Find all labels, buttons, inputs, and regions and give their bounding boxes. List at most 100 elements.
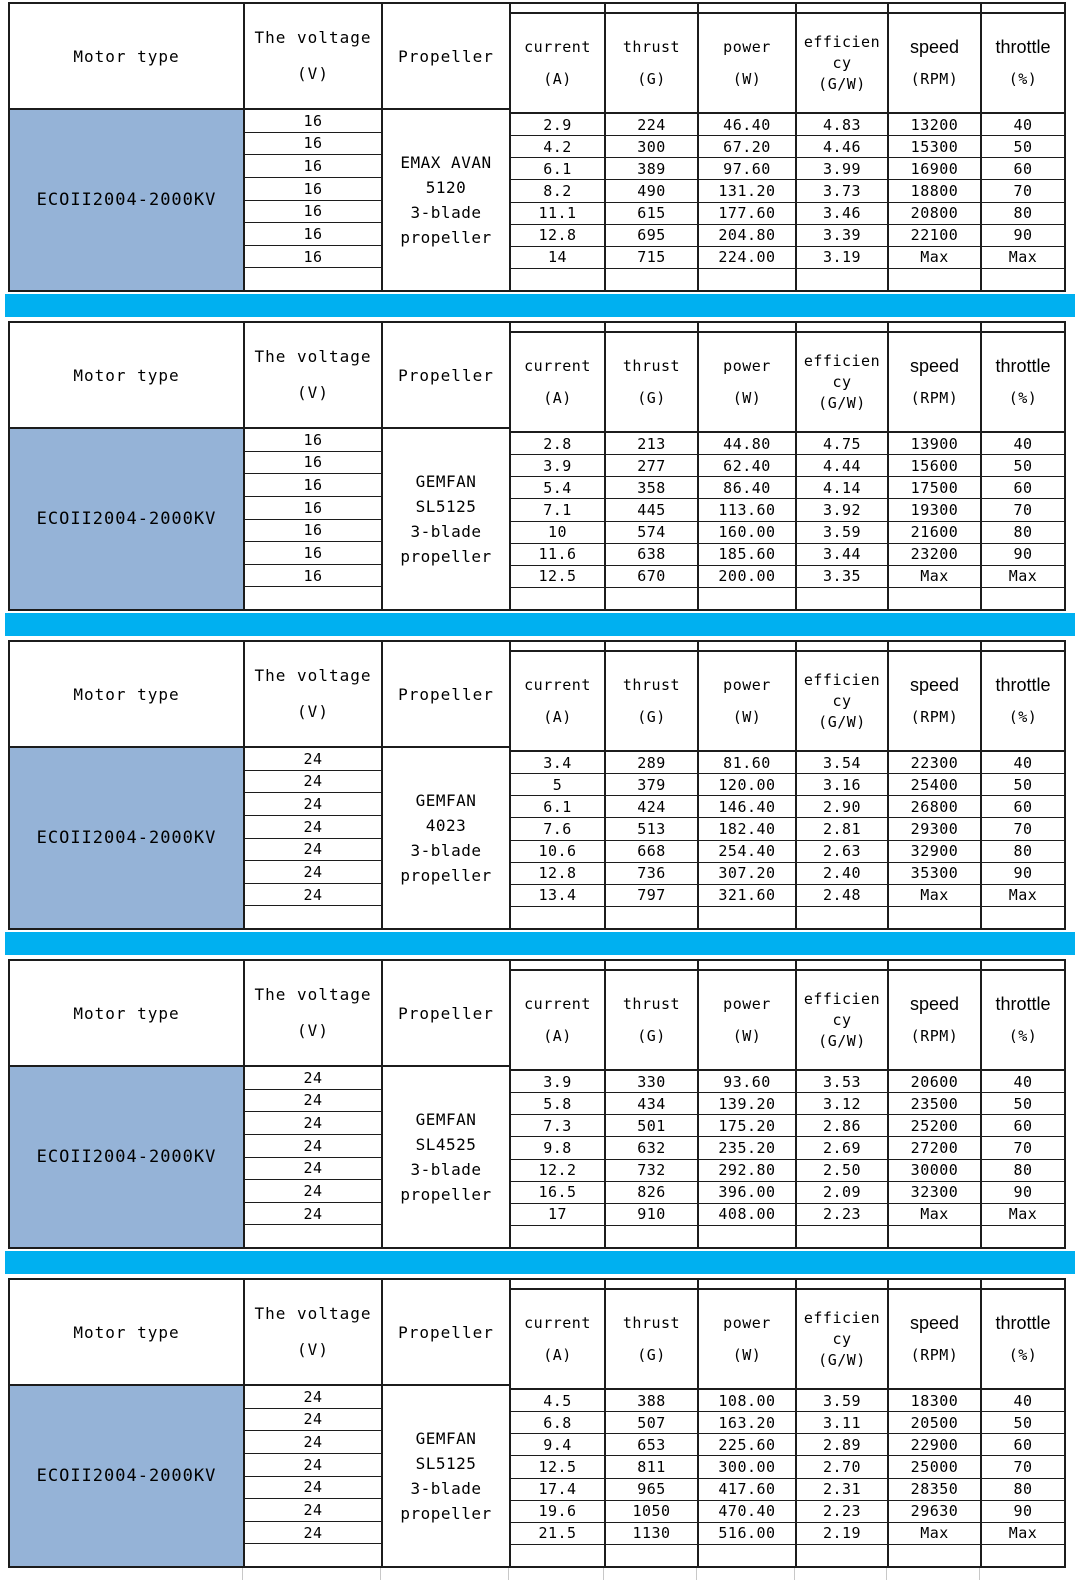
column-current: current (A) 2.9 4.2 6.1 8.2 11.1 12.8 14 bbox=[511, 4, 606, 290]
data-cell-power: 235.20 bbox=[699, 1137, 795, 1160]
data-cell-current: 12.5 bbox=[511, 566, 604, 588]
column-motor-type: Motor type ECOII2004-2000KV bbox=[10, 961, 245, 1247]
data-cell-throttle: 90 bbox=[982, 225, 1064, 247]
empty-cell bbox=[797, 588, 887, 609]
header-current-line: current bbox=[524, 357, 591, 375]
header-current: current (A) bbox=[511, 971, 604, 1071]
data-cell-current: 7.6 bbox=[511, 818, 604, 841]
empty-cell bbox=[511, 588, 604, 609]
data-cell-efficiency: 2.23 bbox=[797, 1501, 887, 1523]
data-cell-throttle: Max bbox=[982, 1523, 1064, 1545]
header-efficiency-line: cy bbox=[832, 1329, 852, 1348]
header-thrust: thrust (G) bbox=[606, 333, 697, 433]
data-cell-efficiency: 3.11 bbox=[797, 1412, 887, 1435]
header-propeller: Propeller bbox=[383, 961, 509, 1067]
data-cell-current: 8.2 bbox=[511, 180, 604, 203]
empty-cell bbox=[797, 907, 887, 928]
empty-cell bbox=[699, 1226, 795, 1247]
header-current-line: current bbox=[524, 38, 591, 56]
header-top-strip bbox=[606, 1280, 697, 1290]
header-voltage-line: (V) bbox=[297, 702, 329, 721]
propeller-name-line: 3-blade bbox=[410, 1479, 482, 1498]
data-cell-thrust: 826 bbox=[606, 1182, 697, 1204]
data-cell-speed: 19300 bbox=[889, 499, 980, 522]
data-cell-power: 131.20 bbox=[699, 180, 795, 203]
data-cell-speed: 15600 bbox=[889, 455, 980, 478]
data-cell-power: 396.00 bbox=[699, 1182, 795, 1204]
data-cell-thrust: 358 bbox=[606, 477, 697, 500]
data-cell-power: 160.00 bbox=[699, 522, 795, 544]
empty-cell bbox=[245, 587, 381, 609]
header-top-strip bbox=[511, 1280, 604, 1290]
data-cell-current: 16.5 bbox=[511, 1182, 604, 1204]
data-cell-current: 9.4 bbox=[511, 1434, 604, 1457]
data-cell-current: 14 bbox=[511, 247, 604, 269]
data-cell-throttle: 70 bbox=[982, 818, 1064, 841]
empty-cell bbox=[889, 588, 980, 609]
data-cell-power: 408.00 bbox=[699, 1204, 795, 1226]
data-cell-efficiency: 4.14 bbox=[797, 477, 887, 500]
data-cell-efficiency: 2.86 bbox=[797, 1115, 887, 1138]
data-cell-thrust: 695 bbox=[606, 225, 697, 247]
header-current-line: (A) bbox=[543, 708, 572, 726]
data-cell-efficiency: 3.99 bbox=[797, 158, 887, 181]
column-power: power (W) 93.60 139.20 175.20 235.20 292.80 396… bbox=[699, 961, 797, 1247]
voltage-cell: 16 bbox=[245, 201, 381, 224]
data-cell-speed: 22900 bbox=[889, 1434, 980, 1457]
data-cell-speed: 18300 bbox=[889, 1390, 980, 1413]
header-current-line: current bbox=[524, 995, 591, 1013]
data-cell-current: 3.9 bbox=[511, 455, 604, 478]
propeller-name-line: propeller bbox=[400, 1504, 492, 1523]
data-cell-thrust: 965 bbox=[606, 1479, 697, 1501]
voltage-cell: 16 bbox=[245, 474, 381, 497]
propeller-name-cell: GEMFAN SL5125 3-blade propeller bbox=[383, 429, 509, 609]
header-top-strip bbox=[797, 4, 887, 14]
empty-cell bbox=[245, 1225, 381, 1247]
voltage-cell: 16 bbox=[245, 497, 381, 520]
data-cell-current: 7.1 bbox=[511, 499, 604, 522]
data-cell-power: 254.40 bbox=[699, 841, 795, 863]
data-cell-throttle: Max bbox=[982, 885, 1064, 907]
propeller-name-line: 3-blade bbox=[410, 203, 482, 222]
column-voltage: The voltage (V) 16 16 16 16 16 16 16 bbox=[245, 4, 383, 290]
data-cell-throttle: 70 bbox=[982, 180, 1064, 203]
data-cell-efficiency: 3.19 bbox=[797, 247, 887, 269]
header-voltage-line: (V) bbox=[297, 1340, 329, 1359]
column-propeller: Propeller GEMFAN 4023 3-blade propeller bbox=[383, 642, 511, 928]
data-cell-thrust: 632 bbox=[606, 1137, 697, 1160]
header-efficiency-line: efficien bbox=[803, 670, 881, 689]
data-cell-thrust: 1050 bbox=[606, 1501, 697, 1523]
motor-spec-table: Motor type ECOII2004-2000KV The voltage (V)… bbox=[8, 640, 1066, 930]
column-throttle: throttle (%) 40 50 60 70 80 90 Max bbox=[982, 1280, 1064, 1566]
propeller-name-cell: GEMFAN SL4525 3-blade propeller bbox=[383, 1067, 509, 1247]
header-propeller: Propeller bbox=[383, 1280, 509, 1386]
header-top-strip bbox=[699, 1280, 795, 1290]
header-efficiency-line: cy bbox=[832, 372, 852, 391]
data-cell-current: 12.8 bbox=[511, 225, 604, 247]
header-efficiency-line: efficien bbox=[803, 32, 881, 51]
column-thrust: thrust (G) 224 300 389 490 615 695 715 bbox=[606, 4, 699, 290]
header-power-line: power bbox=[723, 995, 771, 1013]
propeller-name-line: SL5125 bbox=[415, 1454, 477, 1473]
data-cell-current: 2.8 bbox=[511, 433, 604, 456]
header-top-strip bbox=[511, 323, 604, 333]
data-cell-power: 113.60 bbox=[699, 499, 795, 522]
column-power: power (W) 46.40 67.20 97.60 131.20 177.60 204.8… bbox=[699, 4, 797, 290]
column-efficiency: efficien cy (G/W) 3.53 3.12 2.86 2.69 2.50 2.09 2… bbox=[797, 961, 889, 1247]
column-efficiency: efficien cy (G/W) 4.75 4.44 4.14 3.92 3.59 3.44 3… bbox=[797, 323, 889, 609]
column-propeller: Propeller GEMFAN SL5125 3-blade propeller bbox=[383, 323, 511, 609]
column-motor-type: Motor type ECOII2004-2000KV bbox=[10, 642, 245, 928]
column-voltage: The voltage (V) 24 24 24 24 24 24 24 bbox=[245, 961, 383, 1247]
header-throttle-line: (%) bbox=[1008, 389, 1038, 407]
voltage-cell: 24 bbox=[245, 1454, 381, 1477]
header-propeller: Propeller bbox=[383, 323, 509, 429]
column-current: current (A) 2.8 3.9 5.4 7.1 10 11.6 12.5 bbox=[511, 323, 606, 609]
header-current-line: (A) bbox=[543, 1027, 572, 1045]
header-thrust-line: (G) bbox=[637, 708, 666, 726]
data-cell-current: 17 bbox=[511, 1204, 604, 1226]
column-thrust: thrust (G) 330 434 501 632 732 826 910 bbox=[606, 961, 699, 1247]
gridline-stub-cell bbox=[509, 1568, 604, 1580]
data-cell-efficiency: 2.63 bbox=[797, 841, 887, 863]
header-power: power (W) bbox=[699, 333, 795, 433]
